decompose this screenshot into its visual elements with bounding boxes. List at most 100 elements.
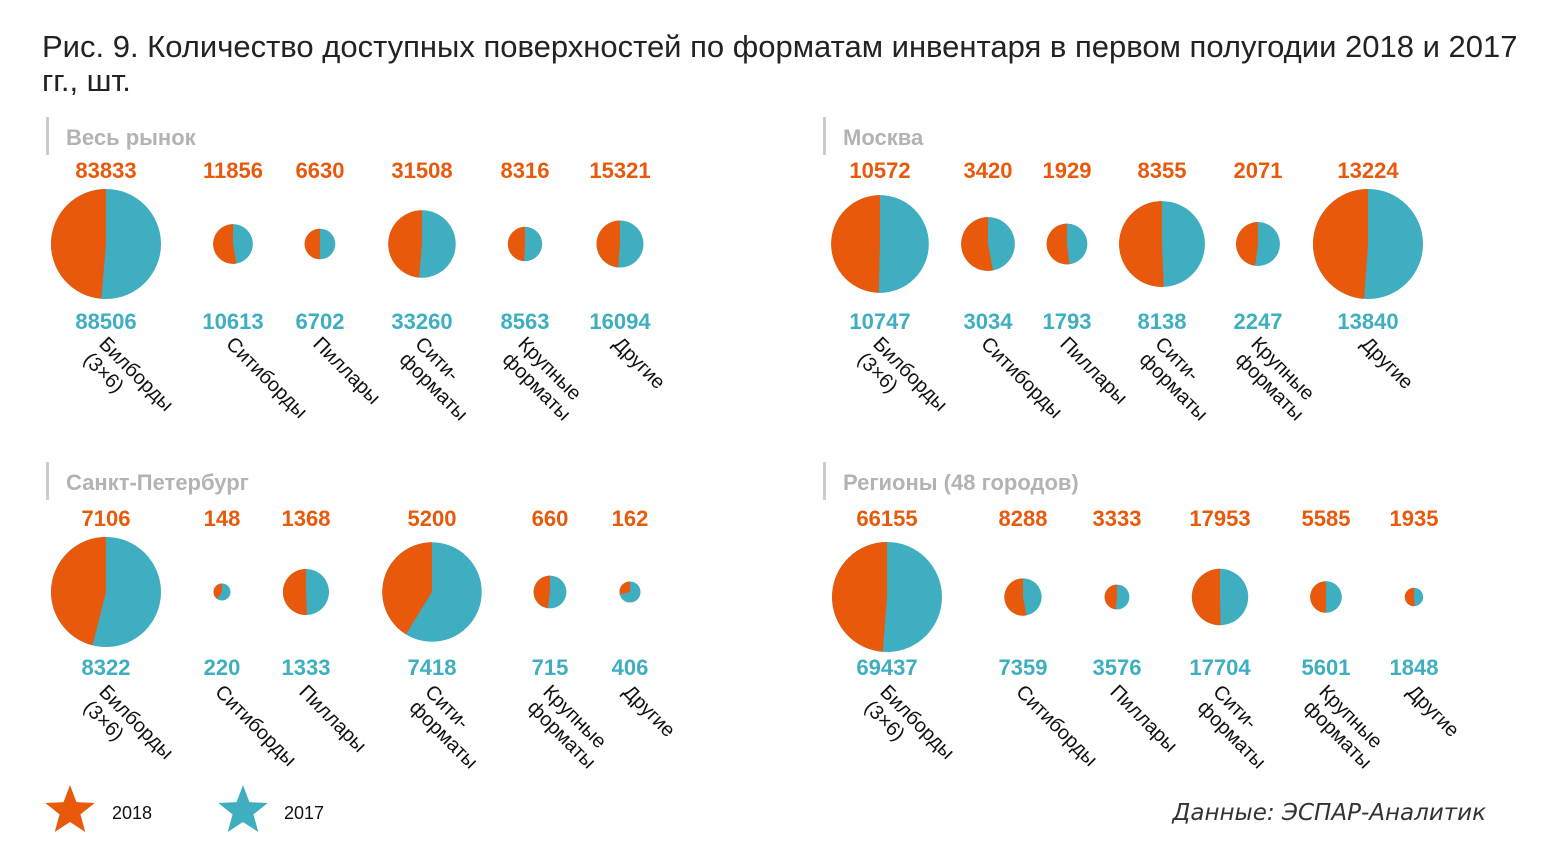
value-2018: 83833 [75, 158, 136, 183]
category-label: Крупныеформаты [498, 333, 586, 425]
value-2017: 6702 [296, 309, 345, 334]
category-label-text: Сити-форматы [1193, 681, 1285, 773]
legend-star-icon-2018 [45, 785, 95, 833]
category-label: Ситиборды [976, 333, 1066, 423]
value-2017: 33260 [391, 309, 452, 334]
value-2018: 148 [204, 506, 241, 531]
value-2018: 660 [532, 506, 569, 531]
category-label-text: Пиллары [1055, 333, 1131, 409]
pie-slice-2018 [1312, 189, 1368, 299]
category-label: Сити-форматы [1193, 681, 1285, 773]
category-label-text: Пиллары [308, 333, 384, 409]
category-label-text: Ситиборды [210, 681, 300, 771]
category-label: Пиллары [1105, 681, 1181, 757]
pie-slice-2018 [619, 581, 630, 595]
pie-slice-2018 [382, 542, 432, 635]
pie-slice-2018 [596, 220, 620, 268]
pie-slice-2018 [1104, 584, 1117, 610]
category-label-text: Крупныеформаты [1231, 333, 1323, 425]
value-2017: 8322 [82, 655, 131, 680]
pie-slice-2018 [1004, 578, 1027, 616]
pie-slice-2018 [51, 537, 106, 646]
value-2017: 7418 [408, 655, 457, 680]
category-label: Пиллары [1055, 333, 1131, 409]
value-2017: 1333 [282, 655, 331, 680]
category-label-text: Сити-форматы [405, 681, 497, 773]
category-label: Билборды(3×6) [853, 333, 951, 431]
value-2017: 715 [532, 655, 569, 680]
category-label-text: Пиллары [294, 681, 370, 757]
value-2017: 16094 [589, 309, 651, 334]
value-2018: 5200 [408, 506, 457, 531]
value-2017: 13840 [1337, 309, 1398, 334]
panel-divider-spb [46, 462, 49, 500]
value-2018: 7106 [82, 506, 131, 531]
value-2017: 2247 [1234, 309, 1283, 334]
category-label-text: Сити-форматы [1135, 333, 1227, 425]
panel-divider-market [46, 117, 49, 155]
panel-divider-regions [823, 462, 826, 500]
pie-slice-2018 [507, 226, 525, 262]
pie-slice-2018 [1310, 581, 1326, 613]
value-2018: 8355 [1138, 158, 1187, 183]
category-label: Крупныеформаты [1231, 333, 1323, 425]
value-2017: 3034 [964, 309, 1014, 334]
category-label-text: Билборды(3×6) [79, 681, 177, 779]
value-2017: 8138 [1138, 309, 1187, 334]
value-2017: 10613 [202, 309, 263, 334]
value-2018: 3333 [1093, 506, 1142, 531]
value-2018: 13224 [1337, 158, 1399, 183]
value-2018: 17953 [1189, 506, 1250, 531]
category-label-text: Пиллары [1105, 681, 1181, 757]
category-label: Пиллары [294, 681, 370, 757]
category-label-text: Другие [618, 681, 679, 742]
panel-title-spb: Санкт-Петербург [66, 470, 249, 495]
category-label: Другие [1356, 333, 1417, 394]
category-label: Ситиборды [221, 333, 311, 423]
pie-slice-2018 [1191, 568, 1221, 626]
category-label-text: Другие [608, 333, 669, 394]
value-2018: 5585 [1302, 506, 1351, 531]
pie-slice-2018 [213, 224, 237, 264]
category-label-text: Другие [1356, 333, 1417, 394]
pie-slice-2018 [1046, 223, 1070, 265]
value-2018: 2071 [1234, 158, 1283, 183]
category-label: Ситиборды [210, 681, 300, 771]
value-2018: 3420 [964, 158, 1013, 183]
data-source: Данные: ЭСПАР-Аналитик [1172, 800, 1486, 826]
value-2017: 1848 [1390, 655, 1439, 680]
pie-slice-2018 [533, 575, 550, 609]
value-2017: 220 [204, 655, 241, 680]
category-label: Сити-форматы [395, 333, 472, 425]
category-label-text: Ситиборды [976, 333, 1066, 423]
legend-label-2018: 2018 [112, 803, 152, 823]
category-label: Сити-форматы [405, 681, 497, 773]
value-2018: 31508 [391, 158, 452, 183]
pie-slice-2018 [1119, 201, 1164, 287]
value-2017: 3576 [1093, 655, 1142, 680]
value-2018: 1368 [282, 506, 331, 531]
pie-slice-2018 [51, 189, 106, 299]
category-label: Крупныеформаты [523, 681, 611, 773]
category-label-text: Ситиборды [221, 333, 311, 423]
value-2017: 7359 [999, 655, 1048, 680]
category-label-text: Билборды(3×6) [853, 333, 951, 431]
category-label-text: Крупныеформаты [1299, 681, 1391, 773]
value-2018: 6630 [296, 158, 345, 183]
value-2018: 8316 [501, 158, 550, 183]
pie-slice-2018 [1404, 587, 1415, 607]
value-2017: 88506 [75, 309, 136, 334]
pie-slice-2018 [1236, 222, 1258, 266]
pie-slice-2018 [213, 583, 222, 599]
legend-star-icon-2017 [218, 785, 268, 833]
value-2018: 162 [612, 506, 649, 531]
category-label: Крупныеформаты [1299, 681, 1391, 773]
value-2018: 15321 [589, 158, 650, 183]
value-2018: 1935 [1390, 506, 1439, 531]
category-label: Билборды(3×6) [79, 333, 177, 416]
value-2017: 17704 [1189, 655, 1251, 680]
category-label: Сити-форматы [1135, 333, 1227, 425]
value-2018: 66155 [856, 506, 917, 531]
category-label: Пиллары [308, 333, 384, 409]
